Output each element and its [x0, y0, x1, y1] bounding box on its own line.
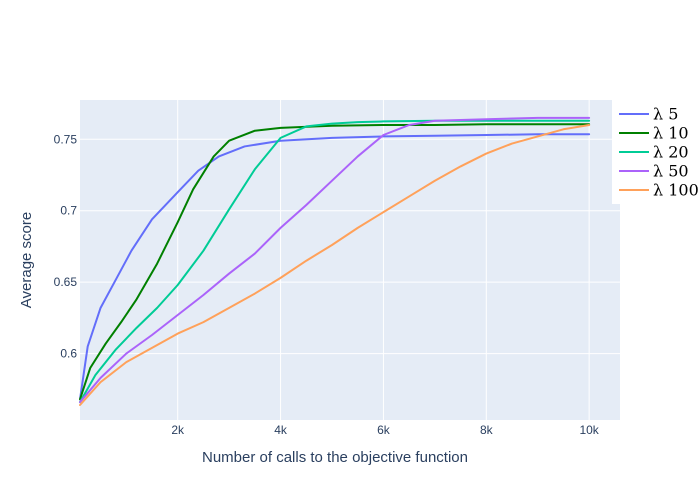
y-tick-label: 0.6: [60, 347, 77, 361]
y-axis-ticks: 0.6 0.65 0.7 0.75: [54, 132, 78, 360]
x-tick-label: 6k: [377, 423, 391, 437]
legend-item[interactable]: λ 5: [619, 105, 678, 124]
legend: λ 5λ 10λ 20λ 50λ 100: [612, 100, 700, 204]
plot-background: [80, 100, 620, 420]
y-tick-label: 0.75: [54, 132, 78, 146]
x-axis-title: Number of calls to the objective functio…: [202, 449, 468, 466]
series-line-3: [79, 119, 591, 404]
series-line-1: [79, 133, 591, 401]
legend-item[interactable]: λ 100: [619, 181, 699, 200]
x-tick-label: 4k: [274, 423, 288, 437]
x-axis-ticks: 2k 4k 6k 8k 10k: [171, 423, 599, 437]
series-line-2: [79, 123, 591, 401]
legend-label: λ 100: [653, 181, 699, 200]
legend-label: λ 5: [653, 105, 678, 124]
legend-item[interactable]: λ 50: [619, 162, 689, 181]
legend-label: λ 10: [653, 124, 689, 143]
x-tick-label: 2k: [171, 423, 185, 437]
y-tick-label: 0.7: [60, 204, 77, 218]
legend-label: λ 20: [653, 143, 689, 162]
legend-item[interactable]: λ 10: [619, 124, 689, 143]
series-line-5: [79, 124, 591, 406]
x-tick-label: 10k: [579, 423, 599, 437]
y-axis-title: Average score: [18, 212, 35, 308]
series-layer: [79, 116, 591, 406]
y-tick-label: 0.65: [54, 275, 78, 289]
legend-item[interactable]: λ 20: [619, 143, 689, 162]
series-line-4: [79, 116, 591, 404]
x-tick-label: 8k: [480, 423, 494, 437]
legend-label: λ 50: [653, 162, 689, 181]
